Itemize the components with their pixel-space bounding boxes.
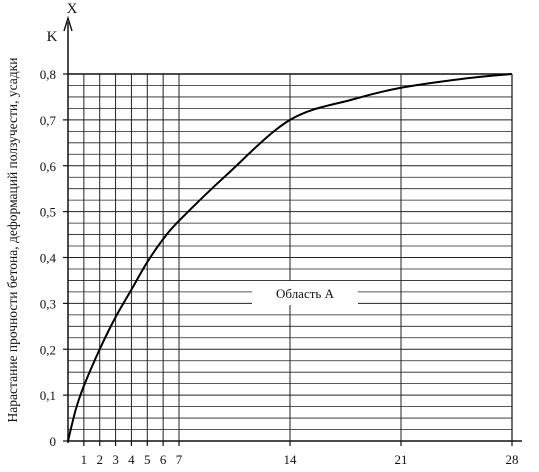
y-tick-label: 0,1 [40, 388, 56, 403]
y-axis-label: Нарастание прочности бетона, деформаций … [5, 58, 20, 423]
x-tick-label: 14 [284, 452, 298, 467]
y-tick-label: 0,6 [40, 159, 57, 174]
y-tick-label: 0,3 [40, 296, 56, 311]
y-axis-letter: K [47, 29, 58, 45]
x-tick-label: 28 [506, 452, 519, 467]
strength-growth-curve [67, 73, 513, 442]
x-tick-label: 4 [128, 452, 135, 467]
y-axis-arrow [63, 15, 73, 32]
x-tick-label: 2 [96, 452, 103, 467]
labels: X K Нарастание прочности бетона, деформа… [5, 1, 519, 467]
region-label: Область А [276, 286, 335, 301]
x-tick-label: 7 [176, 452, 183, 467]
region-label-background [252, 281, 358, 305]
y-tick-label: 0,7 [40, 113, 57, 128]
x-tick-label: 6 [160, 452, 167, 467]
x-tick-label: 5 [144, 452, 151, 467]
x-axis-letter: X [67, 1, 78, 17]
x-tick-label: 1 [81, 452, 88, 467]
y-tick-label: 0,5 [40, 205, 56, 220]
axes [63, 15, 522, 446]
grid [68, 73, 513, 441]
y-tick-label: 0,4 [40, 251, 57, 266]
y-tick-label: 0,2 [40, 342, 56, 357]
y-tick-label: 0,8 [40, 67, 56, 82]
x-tick-label: 3 [112, 452, 119, 467]
curve-layer [67, 73, 513, 442]
y-tick-label: 0 [50, 434, 57, 449]
x-tick-label: 21 [395, 452, 408, 467]
